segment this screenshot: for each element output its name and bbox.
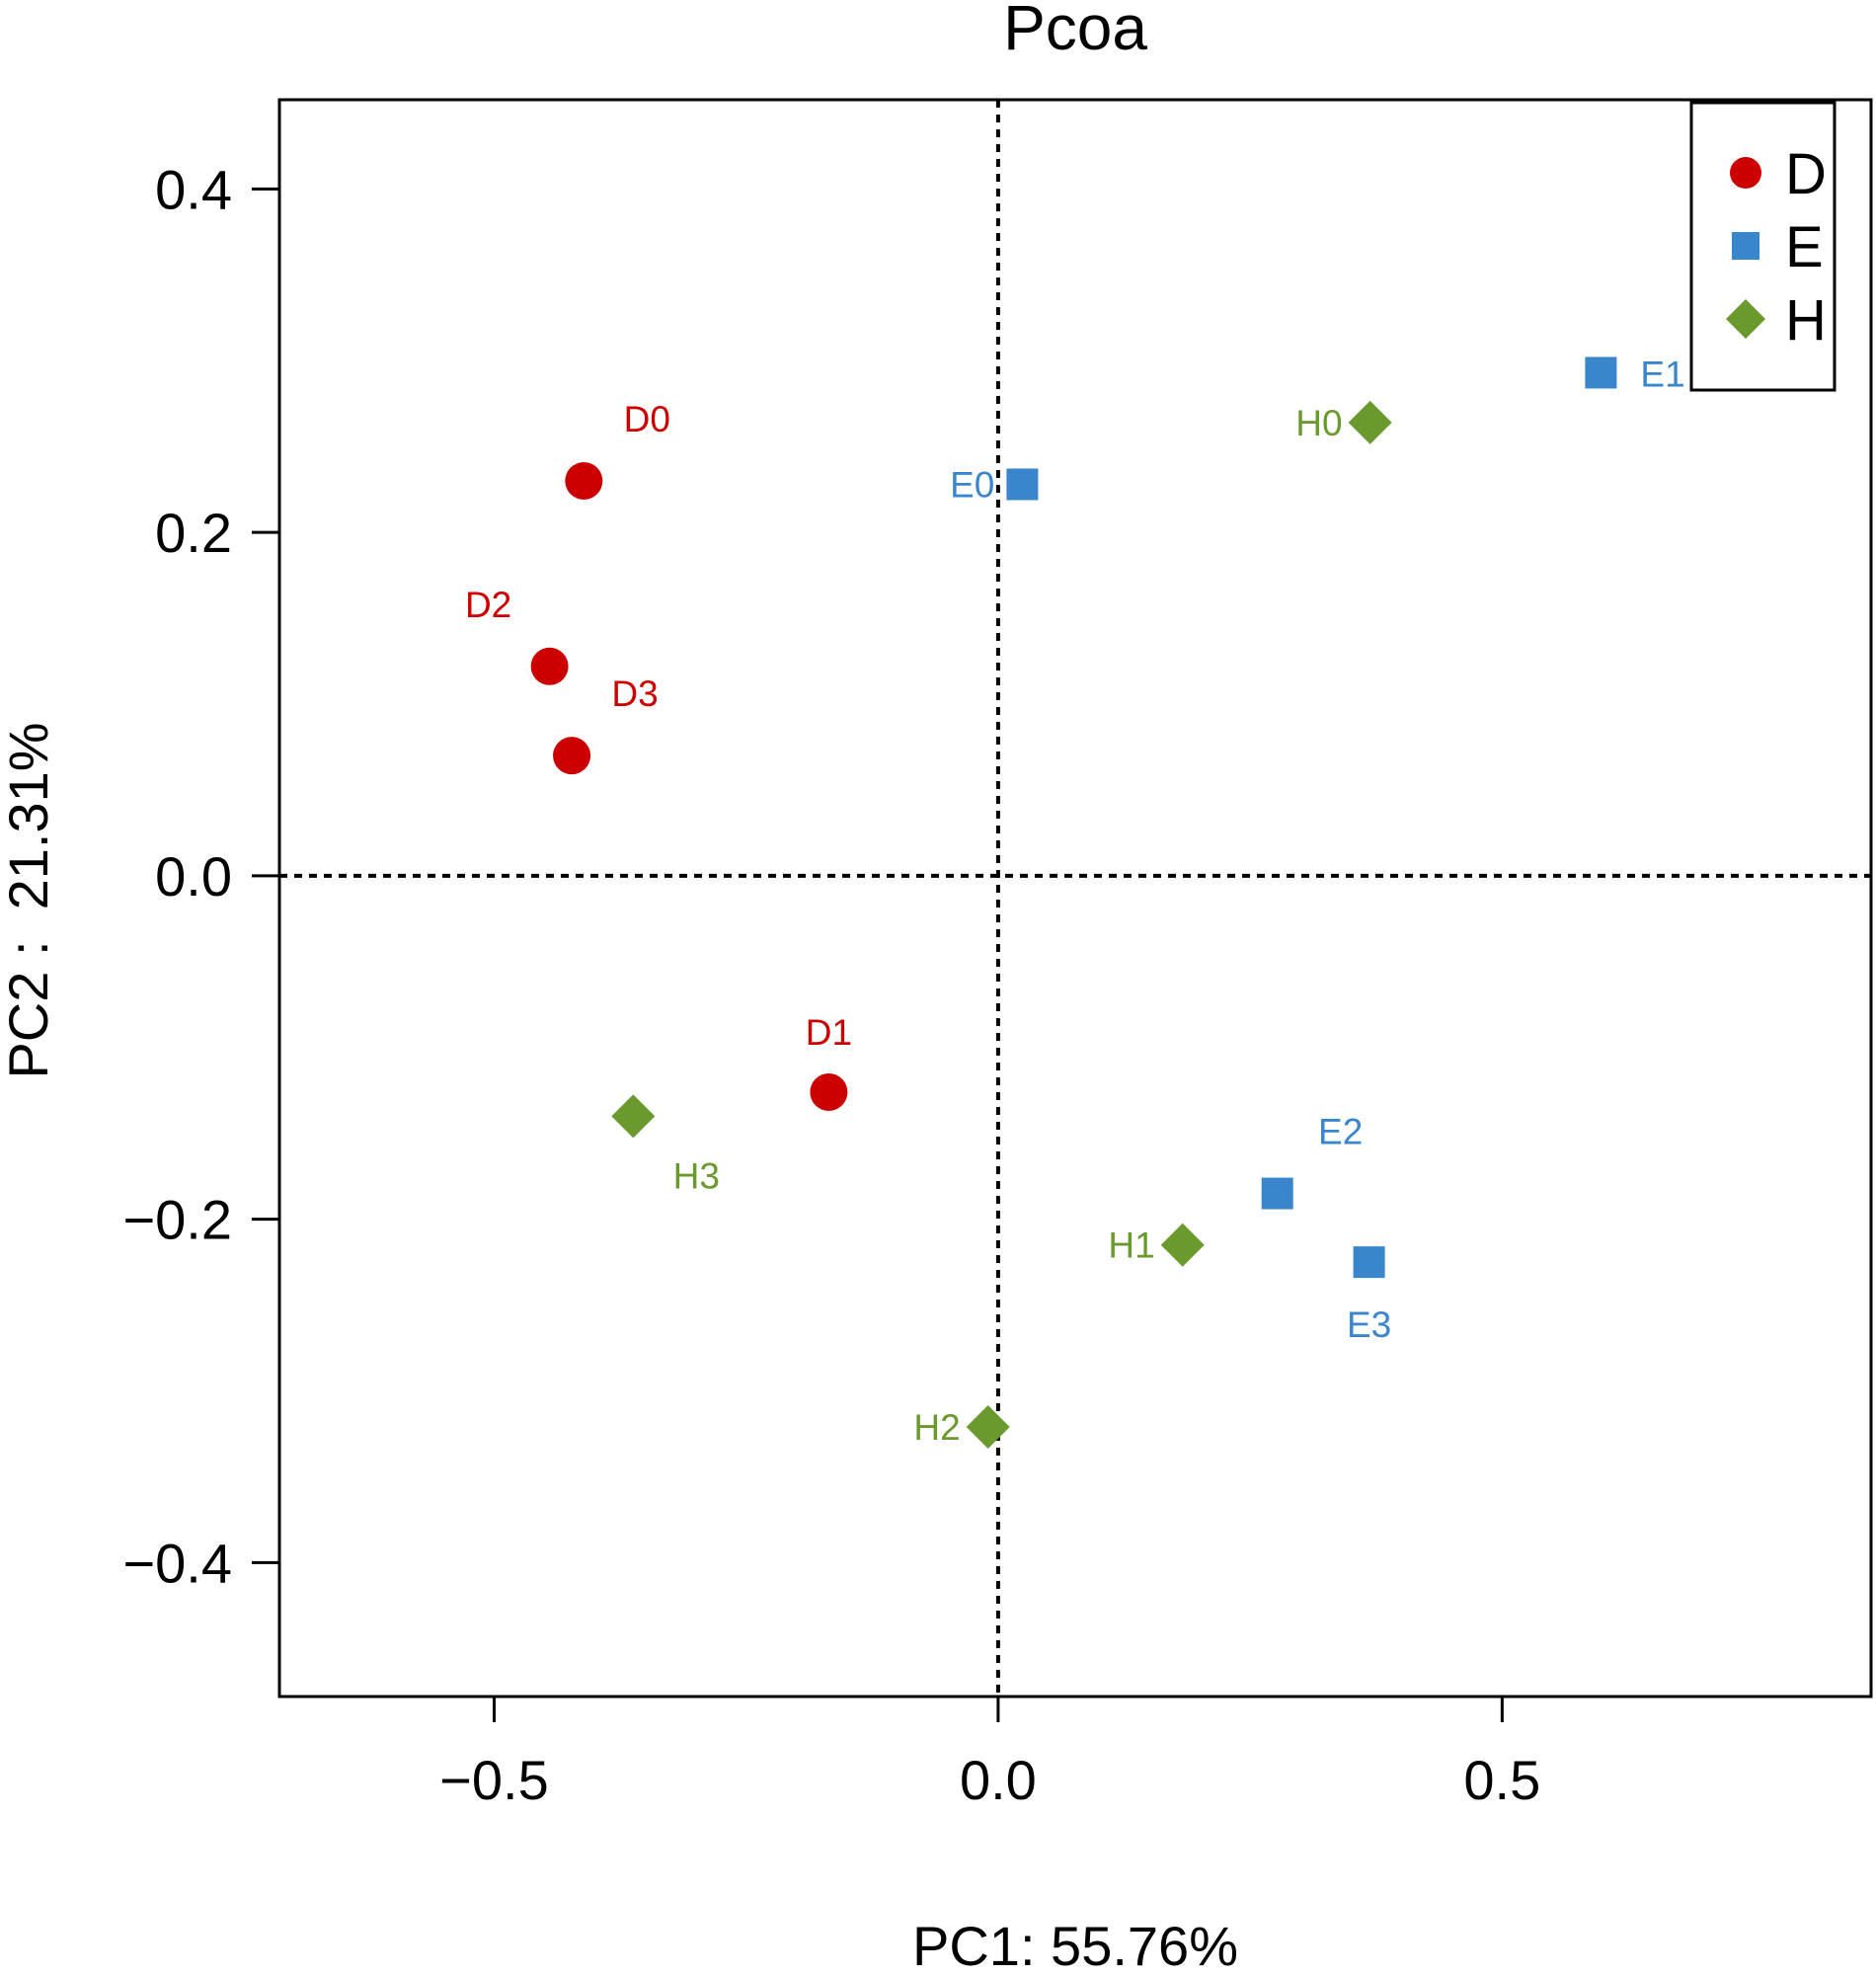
legend: DEH bbox=[1689, 101, 1837, 392]
point-D3 bbox=[553, 737, 591, 775]
point-label-H0: H0 bbox=[1295, 403, 1342, 443]
point-label-D1: D1 bbox=[806, 1012, 852, 1053]
legend-label-E: E bbox=[1785, 215, 1824, 279]
point-label-H3: H3 bbox=[673, 1155, 720, 1196]
point-D2 bbox=[530, 647, 569, 685]
point-label-D0: D0 bbox=[624, 399, 670, 439]
point-H0 bbox=[1348, 400, 1392, 444]
y-axis-title: PC2 : 21.31% bbox=[0, 722, 59, 1078]
legend-box bbox=[1689, 101, 1837, 392]
point-label-H1: H1 bbox=[1108, 1225, 1154, 1266]
plot-frame bbox=[277, 98, 1873, 1699]
point-E2 bbox=[1261, 1177, 1293, 1210]
point-label-E1: E1 bbox=[1640, 354, 1684, 394]
point-label-E0: E0 bbox=[950, 464, 994, 505]
point-H3 bbox=[611, 1094, 656, 1139]
x-tick-label: 0.0 bbox=[960, 1749, 1037, 1811]
point-D0 bbox=[565, 461, 603, 500]
point-label-E3: E3 bbox=[1347, 1304, 1391, 1345]
chart-title: Pcoa bbox=[1003, 0, 1147, 63]
legend-label-D: D bbox=[1785, 142, 1827, 206]
legend-label-H: H bbox=[1785, 288, 1827, 353]
point-E0 bbox=[1006, 468, 1039, 501]
legend-marker-H bbox=[1726, 299, 1765, 339]
y-tick-label: −0.2 bbox=[122, 1189, 232, 1251]
x-axis-title: PC1: 55.76% bbox=[912, 1915, 1238, 1976]
point-label-D2: D2 bbox=[465, 585, 511, 625]
chart-marks: −0.5 0.0 0.5 −0.4 −0.2 0.0 0.2 0.4 D0 D1 D2 D3 E0 E1 E… bbox=[122, 98, 1873, 1811]
legend-marker-D bbox=[1730, 157, 1761, 189]
y-tick-label: 0.2 bbox=[155, 502, 232, 564]
legend-marker-E bbox=[1732, 232, 1759, 260]
y-tick-label: 0.0 bbox=[155, 845, 232, 908]
point-E1 bbox=[1585, 356, 1617, 389]
x-tick-label: −0.5 bbox=[439, 1749, 549, 1811]
point-label-D3: D3 bbox=[611, 673, 658, 714]
point-label-E2: E2 bbox=[1318, 1112, 1363, 1152]
point-label-H2: H2 bbox=[913, 1407, 960, 1448]
y-tick-label: 0.4 bbox=[155, 158, 232, 220]
point-H1 bbox=[1160, 1223, 1205, 1267]
point-H2 bbox=[966, 1405, 1010, 1450]
x-tick-label: 0.5 bbox=[1463, 1749, 1540, 1811]
point-E3 bbox=[1353, 1246, 1385, 1279]
y-tick-label: −0.4 bbox=[122, 1532, 232, 1594]
point-D1 bbox=[810, 1072, 848, 1111]
